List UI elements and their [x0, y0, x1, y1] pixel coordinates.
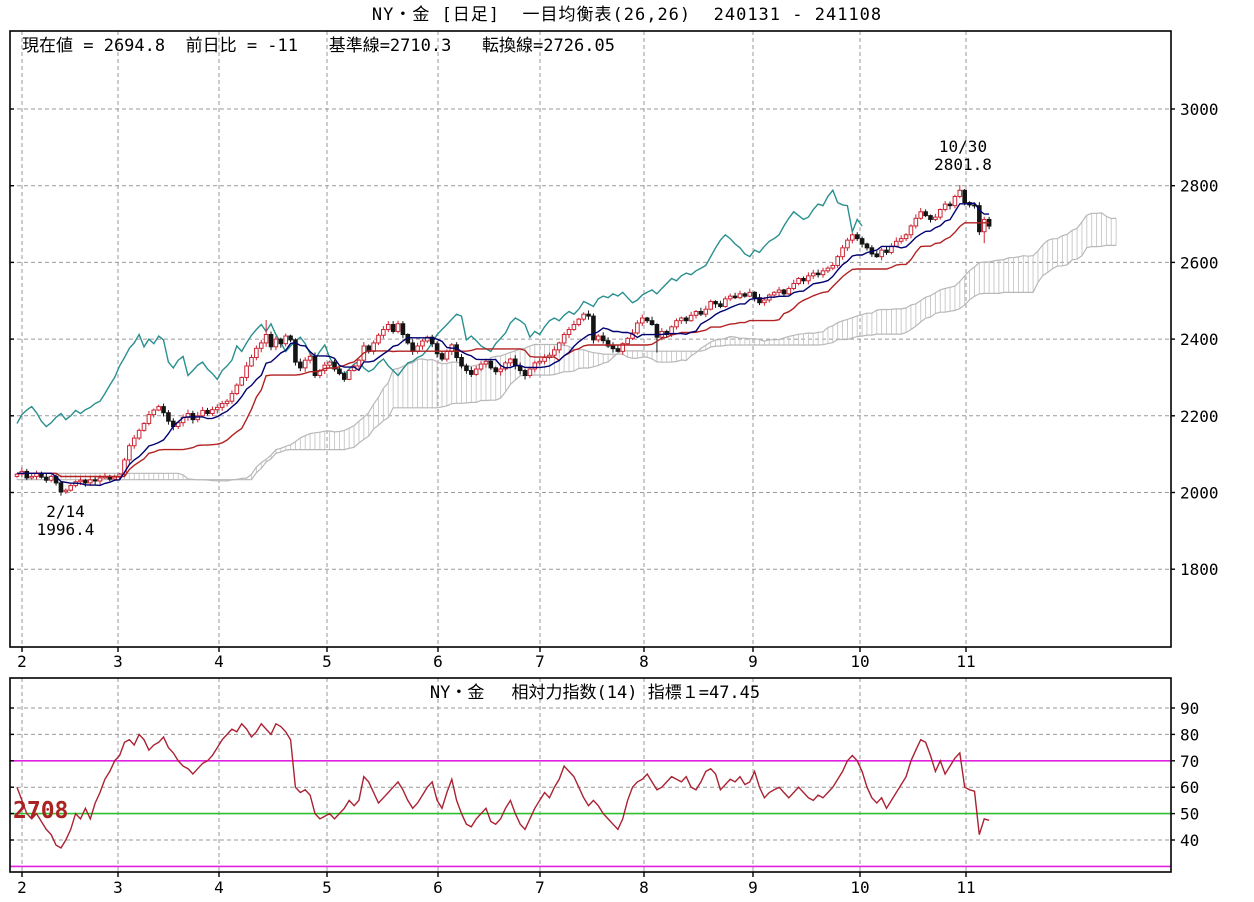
rsi-xlabel-8: 8: [639, 878, 649, 897]
rsi-ylabel-70: 70: [1180, 752, 1199, 771]
rsi-xlabel-6: 6: [433, 878, 443, 897]
rsi-xlabel-7: 7: [535, 878, 545, 897]
main-ylabel-2200: 2200: [1180, 407, 1219, 426]
main-xlabel-8: 8: [639, 652, 649, 671]
rsi-xlabel-11: 11: [956, 878, 975, 897]
rsi-ylabel-40: 40: [1180, 831, 1199, 850]
candlesticks: [14, 185, 992, 496]
quote-header: 現在値 = 2694.8 前日比 = -11 基準線=2710.3 転換線=27…: [22, 36, 615, 56]
rsi-xlabel-2: 2: [17, 878, 27, 897]
rsi-xlabel-5: 5: [322, 878, 332, 897]
low-annotation: 2/14 1996.4: [36, 502, 95, 539]
rsi-xlabel-3: 3: [113, 878, 123, 897]
main-xlabel-3: 3: [113, 652, 123, 671]
main-ylabel-2400: 2400: [1180, 330, 1219, 349]
high-annotation: 10/30 2801.8: [934, 137, 992, 174]
rsi-ylabel-60: 60: [1180, 778, 1199, 797]
main-xlabel-4: 4: [214, 652, 224, 671]
tenkan-line: [17, 202, 990, 487]
main-xlabel-5: 5: [322, 652, 332, 671]
chikou-line: [16, 188, 863, 428]
kijun-line: [17, 222, 990, 478]
main-ylabel-2800: 2800: [1180, 177, 1219, 196]
main-xlabel-6: 6: [433, 652, 443, 671]
chart-title: NY・金 [日足] 一目均衡表(26,26) 240131 - 241108: [371, 5, 883, 25]
rsi-xlabel-10: 10: [850, 878, 869, 897]
rsi-ylabel-80: 80: [1180, 725, 1199, 744]
rsi-cursor-value: 2708: [13, 798, 69, 824]
main-xlabel-9: 9: [748, 652, 758, 671]
senkou-a-line: [17, 212, 1117, 482]
main-ylabel-2000: 2000: [1180, 484, 1219, 503]
rsi-title: NY・金 相対力指数(14) 指標１=47.45: [429, 683, 761, 703]
rsi-ylabel-50: 50: [1180, 805, 1199, 824]
senkou-b-line: [17, 244, 1117, 481]
main-xlabel-2: 2: [17, 652, 27, 671]
main-xlabel-11: 11: [956, 652, 975, 671]
rsi-plot-border: [9, 677, 1172, 873]
main-ylabel-3000: 3000: [1180, 100, 1219, 119]
main-xlabel-10: 10: [850, 652, 869, 671]
rsi-xlabel-4: 4: [214, 878, 224, 897]
rsi-xlabel-9: 9: [748, 878, 758, 897]
rsi-line: [16, 722, 990, 849]
rsi-ylabel-90: 90: [1180, 699, 1199, 718]
main-plot-border: [9, 30, 1172, 648]
main-ylabel-1800: 1800: [1180, 560, 1219, 579]
main-ylabel-2600: 2600: [1180, 253, 1219, 272]
main-xlabel-7: 7: [535, 652, 545, 671]
